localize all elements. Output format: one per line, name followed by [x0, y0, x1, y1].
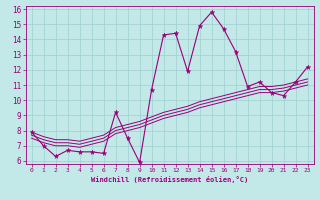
X-axis label: Windchill (Refroidissement éolien,°C): Windchill (Refroidissement éolien,°C): [91, 176, 248, 183]
